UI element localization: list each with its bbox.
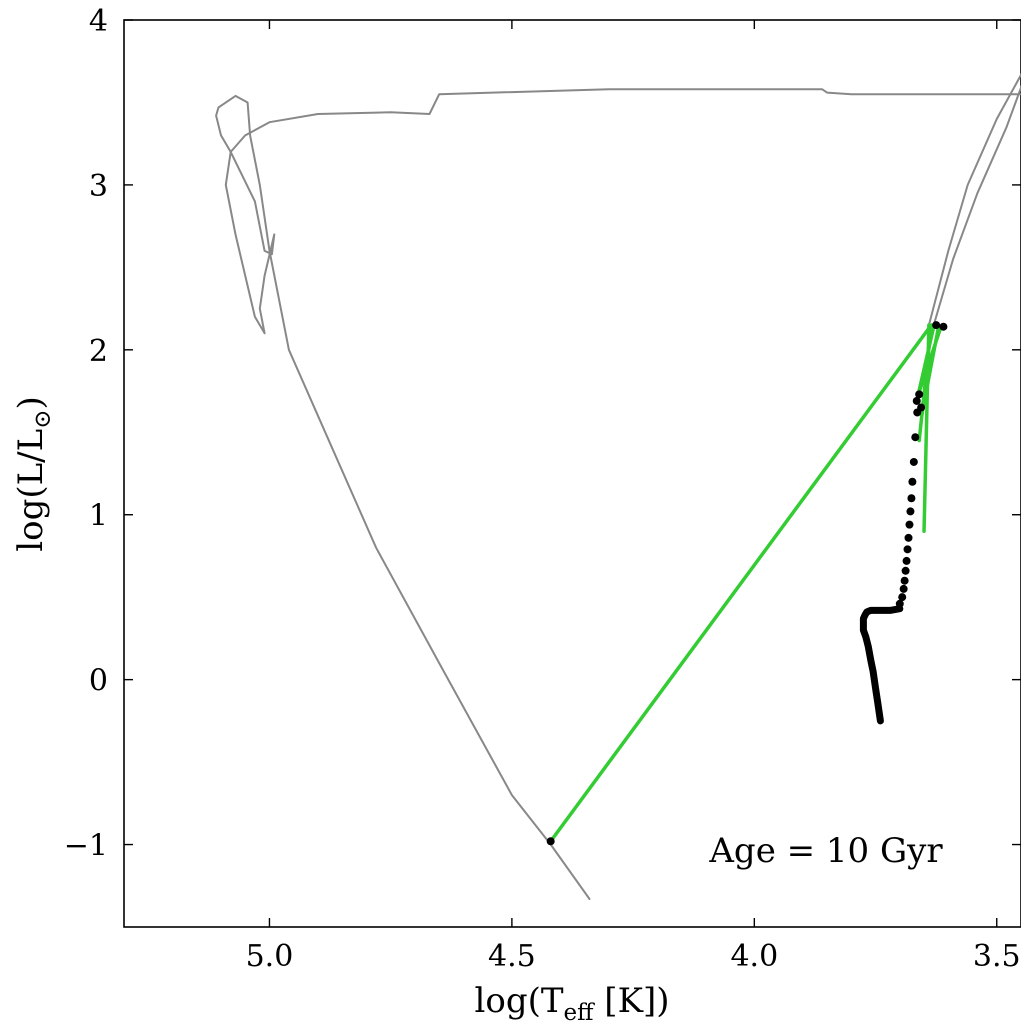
age-annotation: Age = 10 Gyr (708, 831, 943, 871)
y-tick-label: 0 (89, 664, 108, 699)
data-point (939, 322, 948, 331)
y-tick-label: 4 (89, 4, 108, 39)
gray-track-strand (932, 84, 1021, 327)
green-link-line (919, 324, 941, 418)
data-point (908, 477, 917, 486)
y-axis-label-subscript: ⊙ (30, 410, 56, 429)
x-tick-label: 4.0 (730, 939, 778, 974)
data-point (902, 556, 911, 565)
track-layer (215, 72, 1021, 900)
data-point (912, 396, 921, 405)
x-tick-label: 5.0 (246, 939, 294, 974)
data-point (917, 403, 926, 412)
data-point (904, 533, 913, 542)
x-axis-label: log(Teff [K]) (474, 981, 669, 1025)
label-layer: 5.0 4.5 4.0 3.5 4 3 2 1 0 −1 (64, 4, 1021, 974)
data-point (903, 545, 912, 554)
x-tick-label: 3.5 (973, 939, 1021, 974)
data-point (546, 837, 555, 846)
data-point (905, 520, 914, 529)
data-point (900, 576, 909, 585)
y-tick-label: 1 (89, 499, 108, 534)
data-point (899, 584, 908, 593)
x-tick-label: 4.5 (488, 939, 536, 974)
y-tick-label: 2 (89, 334, 108, 369)
y-axis-label: log(L/L⊙) (11, 396, 56, 552)
gray-evolution-track (215, 88, 1021, 900)
gray-track-strand (927, 72, 1021, 327)
green-link-line (915, 324, 936, 403)
data-point (911, 433, 920, 442)
plot-frame (123, 19, 1021, 928)
data-point (907, 494, 916, 503)
main-sequence-curve (859, 605, 904, 725)
data-point (895, 599, 904, 608)
x-axis-label-subscript: eff (564, 1000, 596, 1025)
data-point (932, 321, 941, 330)
tick-layer (124, 19, 1021, 927)
green-link-line (922, 323, 931, 533)
data-point (901, 566, 910, 575)
data-point (906, 507, 915, 516)
y-tick-label: −1 (64, 829, 108, 864)
green-link-line (548, 323, 934, 843)
data-point (915, 390, 924, 399)
y-tick-label: 3 (89, 169, 108, 204)
data-point (909, 457, 918, 466)
data-point (898, 593, 907, 602)
